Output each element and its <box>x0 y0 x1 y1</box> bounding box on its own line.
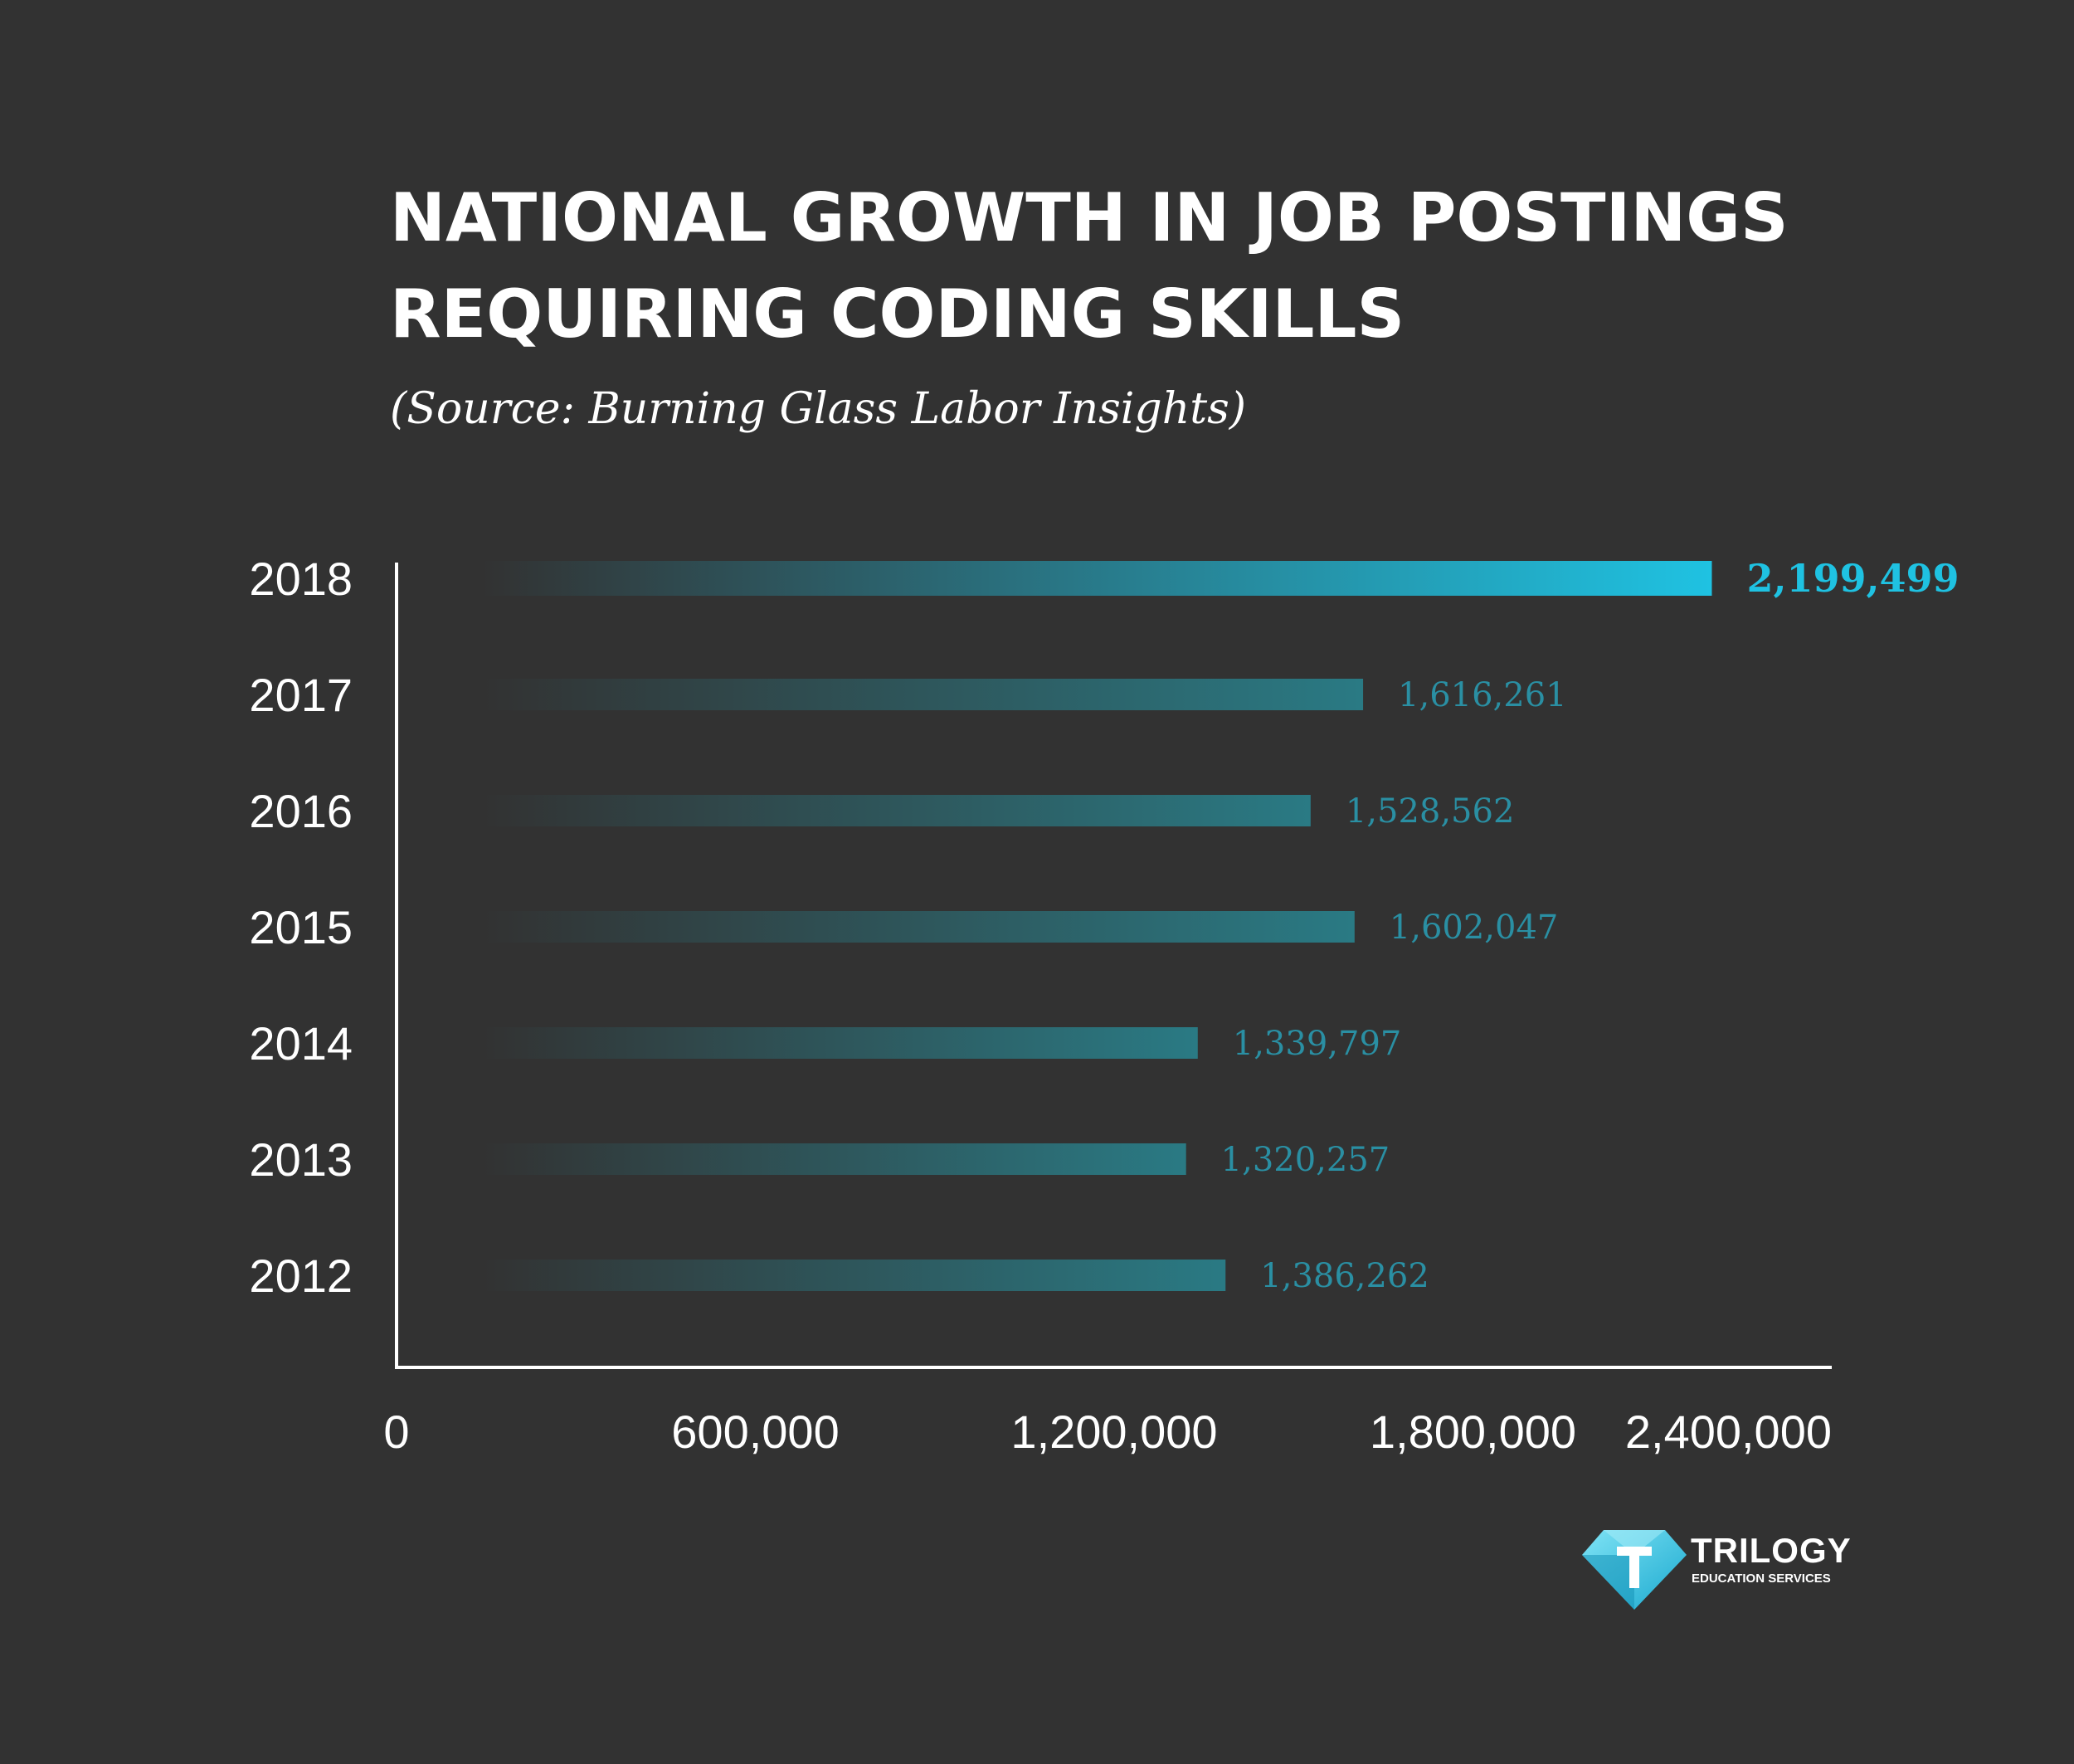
x-tick-label-1: 600,000 <box>671 1406 839 1458</box>
x-tick-label-2: 1,200,000 <box>1010 1406 1217 1458</box>
value-label-2013: 1,320,257 <box>1221 1141 1390 1179</box>
chart-title: NATIONAL GROWTH IN JOB POSTINGS REQUIRIN… <box>390 170 1925 363</box>
category-label-2013: 2013 <box>249 1133 353 1186</box>
logo-wordmark: TRILOGY <box>1691 1531 1852 1570</box>
x-tick-label-4: 2,400,000 <box>1625 1406 1832 1458</box>
value-label-2014: 1,339,797 <box>1233 1025 1402 1063</box>
x-tick-label-3: 1,800,000 <box>1370 1406 1576 1458</box>
value-label-2012: 1,386,262 <box>1260 1257 1429 1295</box>
category-label-2014: 2014 <box>249 1017 353 1070</box>
value-label-2017: 1,616,261 <box>1398 676 1567 714</box>
trilogy-logo: TRILOGY EDUCATION SERVICES <box>1580 1528 1851 1611</box>
axis-layer: 0 600,000 1,200,000 1,800,000 2,400,000 <box>383 563 1832 1458</box>
value-label-2015: 1,602,047 <box>1390 909 1559 947</box>
bar-2015 <box>481 911 1355 943</box>
bar-2017 <box>481 679 1364 710</box>
value-label-2018: 2,199,499 <box>1746 556 1959 601</box>
category-label-2012: 2012 <box>249 1250 353 1302</box>
bar-2012 <box>481 1260 1226 1291</box>
trilogy-diamond-icon <box>1582 1530 1687 1610</box>
logo-tagline: EDUCATION SERVICES <box>1692 1572 1831 1586</box>
bar-2016 <box>481 795 1311 826</box>
x-tick-label-0: 0 <box>383 1406 409 1458</box>
chart-subtitle: (Source: Burning Glass Labor Insights) <box>390 384 1247 434</box>
bar-2018 <box>481 561 1712 596</box>
value-label-2016: 1,528,562 <box>1346 792 1515 831</box>
bar-2014 <box>481 1027 1198 1059</box>
bars-layer: 2018 2,199,499 2017 1,616,261 2016 1,528,562 2… <box>249 553 1959 1302</box>
category-label-2015: 2015 <box>249 901 353 953</box>
category-label-2018: 2018 <box>249 553 353 605</box>
chart-title-line-1: NATIONAL GROWTH IN JOB POSTINGS <box>390 179 1789 256</box>
bar-2013 <box>481 1143 1186 1175</box>
category-label-2016: 2016 <box>249 785 353 837</box>
chart-title-line-2: REQUIRING CODING SKILLS <box>390 275 1405 353</box>
category-label-2017: 2017 <box>249 669 353 721</box>
